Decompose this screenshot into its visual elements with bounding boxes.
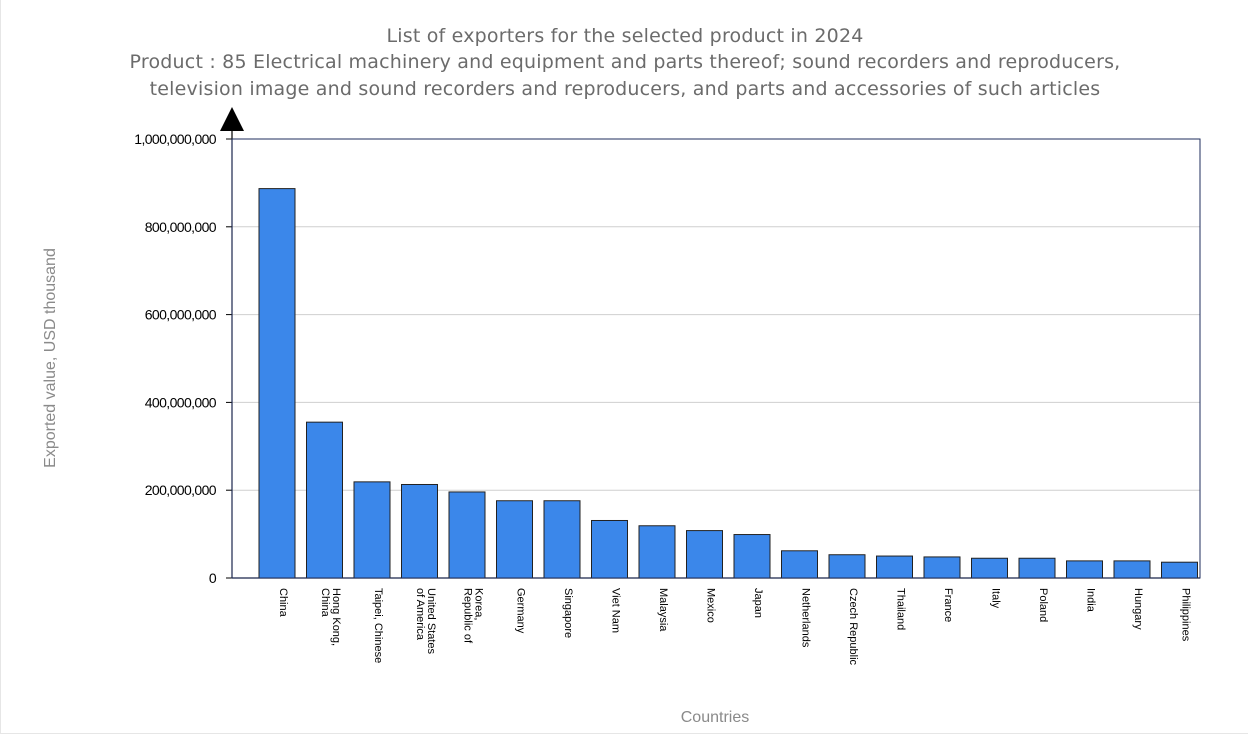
bar (733, 534, 771, 579)
x-category-label: Germany (515, 588, 527, 634)
x-category-label: Philippines (1180, 588, 1192, 642)
x-axis-label: Countries (681, 709, 749, 726)
bar (543, 500, 581, 579)
x-category-label: Korea, (473, 588, 485, 620)
y-axis-label: Exported value, USD thousand (42, 248, 59, 468)
bar (1161, 561, 1198, 579)
y-tick-label: 800,000,000 (145, 219, 217, 235)
bar (401, 483, 438, 579)
bar (638, 525, 676, 579)
x-category-label: United States (425, 588, 437, 655)
x-category-label: Singapore (562, 588, 574, 638)
bar (971, 557, 1008, 579)
x-category-label: China (277, 588, 289, 618)
bar (1066, 560, 1103, 579)
bar (876, 555, 913, 579)
bar (686, 530, 723, 579)
x-category-label: Thailand (895, 588, 907, 630)
y-tick-label: 0 (209, 570, 217, 586)
y-tick-label: 1,000,000,000 (134, 131, 217, 147)
bar (448, 491, 486, 579)
x-category-label: Hong Kong, (330, 588, 342, 646)
plot-area-border (231, 138, 1201, 579)
x-category-label: Taipei, Chinese (372, 588, 384, 663)
x-category-label: China (319, 588, 331, 618)
x-category-label: Republic of (462, 588, 474, 644)
x-category-label: Viet Nam (610, 588, 622, 633)
chart-subtitle-line-2: television image and sound recorders and… (149, 78, 1101, 100)
y-tick-labels: 0 200,000,000 400,000,000 600,000,000 800,00… (134, 131, 217, 586)
x-category-label: Czech Republic (847, 588, 859, 666)
x-category-label: Netherlands (800, 588, 812, 648)
x-category-label: India (1085, 588, 1097, 613)
bar (923, 556, 961, 579)
x-category-label: Malaysia (657, 588, 669, 632)
bar (1018, 557, 1056, 579)
x-category-label: Italy (990, 588, 1002, 609)
y-axis-arrow (220, 107, 244, 131)
bars (258, 188, 1198, 579)
y-tick-label: 200,000,000 (145, 482, 217, 498)
x-category-label: of America (414, 588, 426, 641)
chart-title: List of exporters for the selected produ… (386, 25, 864, 47)
x-category-label: Mexico (705, 588, 717, 623)
bar (781, 550, 818, 579)
x-category-label: Poland (1037, 588, 1049, 622)
x-category-labels: China Hong Kong,China Taipei, Chinese Unite… (277, 588, 1192, 666)
y-tick-label: 400,000,000 (145, 394, 217, 410)
bar (353, 481, 391, 579)
bar (591, 519, 628, 579)
bar (258, 188, 296, 579)
x-category-label: France (942, 588, 954, 622)
x-category-label: Japan (752, 588, 764, 618)
x-category-label: Hungary (1132, 588, 1144, 630)
y-tick-label: 600,000,000 (145, 307, 217, 323)
bar (828, 554, 866, 579)
bar (1113, 560, 1151, 579)
bar (496, 500, 533, 579)
bar (306, 421, 343, 579)
chart-subtitle-line-1: Product : 85 Electrical machinery and eq… (129, 51, 1121, 73)
